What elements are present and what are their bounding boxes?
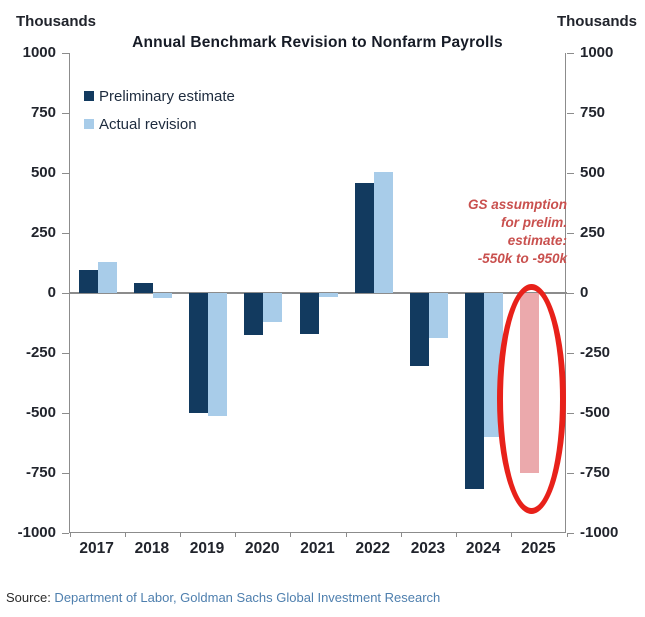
annotation-line-1: GS assumption xyxy=(467,197,567,212)
bar-actual-2020 xyxy=(263,293,283,322)
x-tick xyxy=(400,533,402,537)
x-tick xyxy=(124,533,126,537)
y-tick-label-left: -1000 xyxy=(17,524,56,541)
source-prefix: Source: xyxy=(6,590,51,605)
y-tick-left xyxy=(62,532,69,534)
y-tick-right xyxy=(567,412,574,414)
bar-actual-2017 xyxy=(97,261,117,293)
y-axis-labels-right: 1000 750 500 250 0 -250 -500 -750 -1000 xyxy=(580,44,640,541)
x-tick xyxy=(235,533,237,537)
y-tick-label-left: -250 xyxy=(25,344,56,361)
legend-swatch-preliminary xyxy=(84,91,94,101)
bar-actual-2021 xyxy=(318,293,338,297)
x-category-label-2025: 2025 xyxy=(521,540,556,557)
bar-actual-2018 xyxy=(152,293,172,298)
y-tick-right xyxy=(567,112,574,114)
bar-actual-2023 xyxy=(428,293,448,338)
y-tick-label-right: 250 xyxy=(580,224,606,241)
x-category-label-2019: 2019 xyxy=(189,540,225,557)
x-tick xyxy=(69,533,71,537)
y-tick-left xyxy=(62,292,69,294)
y-tick-right xyxy=(567,352,574,354)
y-tick-label-left: 0 xyxy=(47,284,56,301)
y-tick-left xyxy=(62,112,69,114)
y-tick-label-left: 250 xyxy=(30,224,56,241)
chart-title: Annual Benchmark Revision to Nonfarm Pay… xyxy=(132,34,503,51)
bar-actual-2019 xyxy=(208,293,228,417)
y-tick-label-right: -500 xyxy=(580,404,611,421)
annotation-line-4: -550k to -950k xyxy=(477,251,567,266)
y-tick-label-right: -250 xyxy=(580,344,611,361)
legend: Preliminary estimate Actual revision xyxy=(84,87,235,143)
y-tick-right xyxy=(567,532,574,534)
y-tick-label-right: 1000 xyxy=(580,44,614,61)
source-text: Department of Labor, Goldman Sachs Globa… xyxy=(50,590,441,605)
y-tick-left xyxy=(62,472,69,474)
x-tick xyxy=(179,533,181,537)
y-tick-left xyxy=(62,52,69,54)
x-tick xyxy=(345,533,347,537)
y-axis-labels-left: 1000 750 500 250 0 -250 -500 -750 -1000 xyxy=(0,44,58,541)
y-tick-right xyxy=(567,472,574,474)
y-tick-label-right: -750 xyxy=(580,464,611,481)
y-tick-label-left: 750 xyxy=(30,104,56,121)
x-category-label-2020: 2020 xyxy=(245,540,280,557)
x-axis-labels: 2017 2018 2019 2020 2021 2022 2023 2024 2025 xyxy=(69,540,566,560)
y-tick-label-left: 1000 xyxy=(22,44,56,61)
legend-swatch-actual xyxy=(84,119,94,129)
legend-item-actual: Actual revision xyxy=(84,115,235,133)
x-category-label-2024: 2024 xyxy=(465,540,501,557)
y-tick-right xyxy=(567,172,574,174)
x-category-label-2023: 2023 xyxy=(410,540,446,557)
x-tick xyxy=(566,533,568,537)
annotation-line-2: for prelim. xyxy=(500,215,567,230)
y-tick-label-right: 500 xyxy=(580,164,606,181)
bar-preliminary-2021 xyxy=(299,293,319,334)
x-category-label-2018: 2018 xyxy=(134,540,170,557)
y-tick-left xyxy=(62,172,69,174)
y-tick-label-left: -500 xyxy=(25,404,56,421)
y-tick-right xyxy=(567,292,574,294)
y-tick-left xyxy=(62,412,69,414)
plot-area xyxy=(62,52,574,537)
legend-item-preliminary: Preliminary estimate xyxy=(84,87,235,105)
annotation-line-3: estimate: xyxy=(507,233,567,248)
bar-preliminary-2017 xyxy=(78,270,98,293)
x-category-label-2017: 2017 xyxy=(79,540,114,557)
bar-preliminary-2018 xyxy=(133,283,153,293)
bar-preliminary-2024 xyxy=(465,293,485,490)
bar-preliminary-2019 xyxy=(189,293,209,414)
y-tick-label-right: -1000 xyxy=(580,524,619,541)
y-tick-right xyxy=(567,232,574,234)
x-tick xyxy=(456,533,458,537)
x-category-label-2021: 2021 xyxy=(300,540,335,557)
y-tick-label-left: 500 xyxy=(30,164,56,181)
bar-preliminary-2022 xyxy=(354,182,374,293)
highlight-ellipse xyxy=(497,284,566,514)
y-tick-right xyxy=(567,52,574,54)
right-axis-unit-label: Thousands xyxy=(556,13,637,30)
y-tick-left xyxy=(62,232,69,234)
y-tick-label-right: 750 xyxy=(580,104,606,121)
left-axis-unit-label: Thousands xyxy=(16,13,97,30)
y-tick-left xyxy=(62,352,69,354)
legend-label-preliminary: Preliminary estimate xyxy=(99,87,235,105)
bar-preliminary-2023 xyxy=(409,293,429,367)
x-tick xyxy=(511,533,513,537)
y-tick-label-right: 0 xyxy=(580,284,589,301)
legend-label-actual: Actual revision xyxy=(99,115,197,133)
y-tick-label-left: -750 xyxy=(25,464,56,481)
bar-actual-2022 xyxy=(373,171,393,293)
bar-preliminary-2020 xyxy=(244,293,264,335)
gs-assumption-annotation: GS assumption for prelim. estimate: -550… xyxy=(407,196,567,268)
x-tick xyxy=(290,533,292,537)
source-line: Source: Department of Labor, Goldman Sac… xyxy=(6,590,440,605)
x-category-label-2022: 2022 xyxy=(355,540,390,557)
